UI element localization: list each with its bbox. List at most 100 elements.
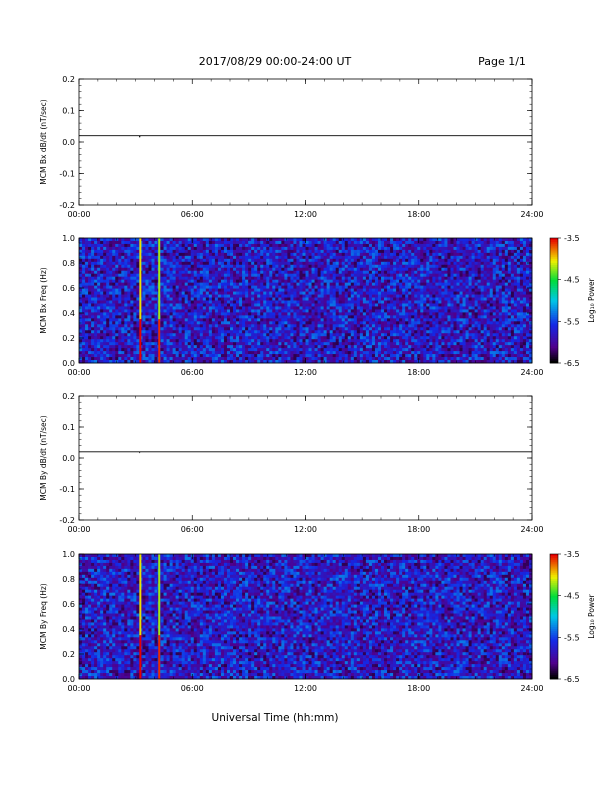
spectrogram-cell xyxy=(495,324,500,328)
spectrogram-cell xyxy=(184,300,189,304)
spectrogram-cell xyxy=(175,303,180,307)
spectrogram-cell xyxy=(226,306,231,310)
spectrogram-cell xyxy=(103,300,107,304)
spectrogram-cell xyxy=(88,270,92,275)
spectrogram-cell xyxy=(245,285,249,289)
spectrogram-cell xyxy=(199,330,204,334)
spectrogram-cell xyxy=(308,315,312,319)
spectrogram-cell xyxy=(94,255,98,260)
spectrogram-cell xyxy=(350,282,355,287)
spectrogram-cell xyxy=(483,309,488,313)
spectrogram-cell xyxy=(504,252,509,257)
spectrogram-cell xyxy=(474,258,479,263)
spectrogram-cell xyxy=(266,252,270,257)
spectrogram-cell xyxy=(377,306,382,310)
spectrogram-cell xyxy=(492,252,497,257)
spectrogram-cell xyxy=(450,249,454,254)
spectrogram-cell xyxy=(384,267,388,272)
spectrogram-cell xyxy=(528,249,533,254)
spectrogram-cell xyxy=(528,318,533,322)
spectrogram-cell xyxy=(393,309,397,313)
spectrogram-cell xyxy=(468,258,472,263)
spectrogram-cell xyxy=(365,238,370,242)
spectrogram-cell xyxy=(230,291,234,295)
spectrogram-cell xyxy=(486,243,491,248)
spectrogram-cell xyxy=(193,288,198,292)
spectrogram-cell xyxy=(281,240,285,245)
spectrogram-cell xyxy=(211,252,216,257)
spectrogram-cell xyxy=(290,294,294,298)
spectrogram-cell xyxy=(474,312,479,316)
spectrogram-cell xyxy=(359,285,364,289)
spectrogram-cell xyxy=(305,246,309,251)
spectrogram-cell xyxy=(160,324,164,328)
spectrogram-cell xyxy=(112,255,116,260)
spectrogram-cell xyxy=(311,267,315,272)
spectrogram-cell xyxy=(519,306,524,310)
spectrogram-cell xyxy=(489,282,494,287)
spectrogram-cell xyxy=(420,285,424,289)
spectrogram-cell xyxy=(335,309,340,313)
spectrogram-cell xyxy=(148,258,152,263)
spectrogram-cell xyxy=(163,252,167,257)
spectrogram-cell xyxy=(175,330,180,334)
spectrogram-cell xyxy=(154,309,158,313)
spectrogram-cell xyxy=(112,276,116,281)
spectrogram-cell xyxy=(88,330,92,334)
spectrogram-cell xyxy=(187,327,192,331)
spectrogram-cell xyxy=(314,276,318,281)
spectrogram-cell xyxy=(257,238,261,242)
spectrogram-cell xyxy=(196,264,201,269)
spectrogram-cell xyxy=(314,279,318,284)
spectrogram-cell xyxy=(483,288,488,292)
spectrogram-cell xyxy=(335,255,340,260)
spectrogram-cell xyxy=(396,240,400,245)
spectrogram-cell xyxy=(525,327,530,331)
spectrogram-cell xyxy=(317,264,321,269)
spectrogram-cell xyxy=(495,261,500,266)
spectrogram-cell xyxy=(208,330,213,334)
spectrogram-cell xyxy=(130,330,134,334)
spectrogram-cell xyxy=(178,252,183,257)
spectrogram-cell xyxy=(211,327,216,331)
spectrogram-cell xyxy=(100,294,104,298)
spectrogram-cell xyxy=(335,312,340,316)
spectrogram-cell xyxy=(217,255,222,260)
spectrogram-cell xyxy=(196,238,201,242)
spectrogram-cell xyxy=(94,282,98,287)
spectrogram-cell xyxy=(525,249,530,254)
spectrogram-cell xyxy=(112,238,116,242)
spectrogram-cell xyxy=(127,288,131,292)
spectrogram-cell xyxy=(103,315,107,319)
spectrogram-cell xyxy=(136,270,140,275)
spectrogram-cell xyxy=(214,300,219,304)
spectrogram-cell xyxy=(293,276,297,281)
spectrogram-cell xyxy=(193,246,198,251)
spectrogram-cell xyxy=(374,288,379,292)
spectrogram-cell xyxy=(181,267,186,272)
spectrogram-cell xyxy=(480,267,485,272)
spectrogram-cell xyxy=(193,267,198,272)
spectrogram-cell xyxy=(287,291,291,295)
spectrogram-cell xyxy=(91,309,95,313)
spectrogram-cell xyxy=(118,261,122,266)
spectrogram-cell xyxy=(377,282,382,287)
spectrogram-cell xyxy=(489,285,494,289)
spectrogram-cell xyxy=(106,288,110,292)
spectrogram-cell xyxy=(314,309,318,313)
spectrogram-cell xyxy=(103,252,107,257)
spectrogram-cell xyxy=(356,315,361,319)
spectrogram-cell xyxy=(435,327,439,331)
spectrogram-cell xyxy=(130,267,134,272)
spectrogram-cell xyxy=(501,261,506,266)
spectrogram-cell xyxy=(118,306,122,310)
spectrogram-cell xyxy=(85,333,89,337)
spectrogram-cell xyxy=(341,297,346,301)
spectrogram-cell xyxy=(296,252,300,257)
spectrogram-cell xyxy=(402,240,406,245)
spectrogram-cell xyxy=(438,330,442,334)
spectrogram-cell xyxy=(184,282,189,287)
spectrogram-cell xyxy=(513,282,518,287)
spectrogram-cell xyxy=(341,309,346,313)
spectrogram-cell xyxy=(365,240,370,245)
